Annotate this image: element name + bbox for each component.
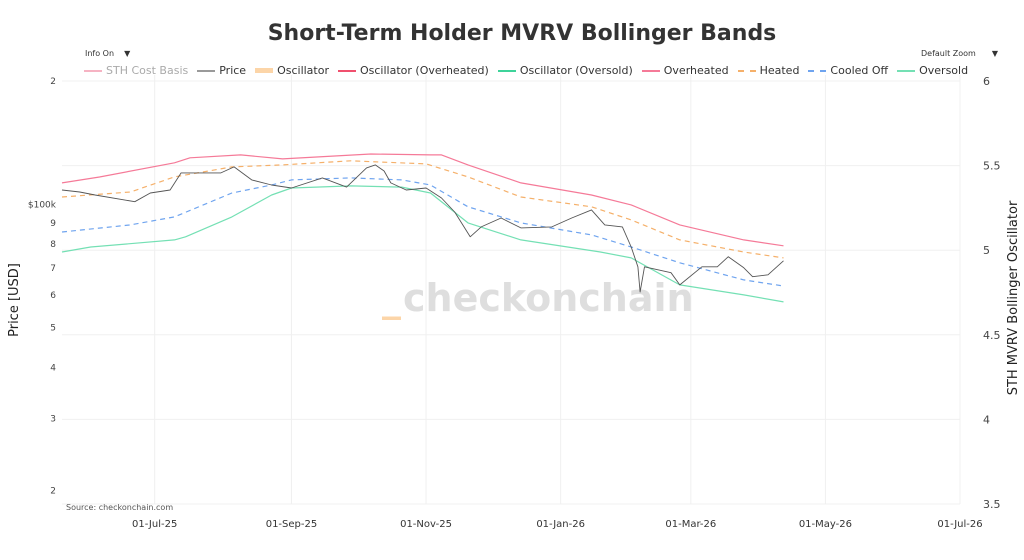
legend-swatch-icon	[338, 69, 356, 72]
legend-item[interactable]: Oscillator (Oversold)	[497, 64, 633, 77]
legend-swatch-icon	[84, 69, 102, 72]
legend-item[interactable]: Cooled Off	[808, 64, 888, 77]
info-toggle-label: Info On	[85, 49, 115, 58]
source-note: Source: checkonchain.com	[66, 503, 173, 512]
x-axis: 01-Jul-25 01-Sep-25 01-Nov-25 01-Jan-26 01-M…	[132, 519, 983, 530]
legend-label: Oversold	[919, 64, 969, 77]
legend-swatch-icon	[737, 69, 756, 72]
y2-tick-label: 5	[983, 244, 990, 257]
y2-axis-title: STH MVRV Bollinger Oscillator	[1006, 200, 1021, 395]
y-tick-label: 5	[50, 324, 56, 334]
y-tick-label: 6	[50, 291, 56, 301]
series-line-heated	[61, 160, 784, 259]
legend-item[interactable]: Price	[197, 64, 246, 77]
watermark-text: checkonchain	[403, 276, 694, 320]
legend-label: Oscillator (Overheated)	[360, 64, 489, 77]
legend-label: Oscillator	[277, 64, 329, 77]
legend-label: Price	[219, 64, 247, 77]
info-toggle[interactable]: Info On ▼	[85, 49, 130, 58]
legend-item[interactable]: Overheated	[641, 64, 729, 77]
legend-label: Oscillator (Oversold)	[519, 64, 633, 77]
y-axis-left: 2 $100k 9 8 7 6 5 4 3 2	[28, 77, 57, 497]
legend-item[interactable]: Oscillator	[255, 64, 329, 77]
y2-tick-label: 4	[983, 413, 990, 426]
legend-swatch-icon	[197, 69, 216, 72]
legend-label: Cooled Off	[830, 64, 889, 77]
chart-title: Short-Term Holder MVRV Bollinger Bands	[268, 21, 777, 46]
series-line-oversold	[61, 185, 784, 303]
x-tick-label: 01-Nov-25	[400, 519, 452, 530]
legend-swatch-icon	[255, 68, 274, 73]
grid	[62, 75, 961, 505]
x-tick-label: 01-Jan-26	[536, 519, 585, 530]
x-tick-label: 01-Sep-25	[266, 519, 318, 530]
legend-swatch-icon	[497, 69, 516, 72]
legend-swatch-icon	[641, 69, 660, 72]
legend: STH Cost Basis Price Oscillator Oscillator …	[84, 64, 968, 77]
chevron-down-icon: ▼	[124, 49, 131, 58]
y-axis-title: Price [USD]	[7, 263, 22, 337]
legend-label: Heated	[759, 64, 800, 77]
series-line-overheated	[61, 153, 784, 247]
x-tick-label: 01-Jul-25	[132, 519, 177, 530]
x-tick-label: 01-Jul-26	[937, 519, 982, 530]
legend-label: STH Cost Basis	[106, 64, 189, 77]
y-tick-label: 9	[50, 219, 56, 229]
y-tick-label: 7	[50, 264, 56, 274]
legend-swatch-icon	[897, 69, 916, 72]
legend-item[interactable]: Heated	[737, 64, 800, 77]
watermark: _ checkonchain	[382, 276, 694, 320]
y2-tick-label: 6	[983, 75, 990, 88]
series-line-price	[61, 164, 784, 293]
y-axis-right: 6 5.5 5 4.5 4 3.5	[983, 75, 1001, 511]
y2-tick-label: 3.5	[983, 498, 1001, 511]
watermark-prefix: _	[382, 276, 401, 320]
x-tick-label: 01-May-26	[799, 519, 852, 530]
x-tick-label: 01-Mar-26	[665, 519, 716, 530]
zoom-select-label: Default Zoom	[921, 49, 976, 58]
legend-label: Overheated	[663, 64, 729, 77]
legend-swatch-icon	[808, 69, 827, 72]
y-tick-label: 4	[50, 363, 56, 373]
y-tick-label: 3	[50, 415, 56, 425]
y-tick-label: 8	[50, 240, 56, 250]
legend-item[interactable]: Oversold	[897, 64, 968, 77]
y-tick-label: 2	[50, 487, 56, 497]
y-tick-label: $100k	[28, 200, 57, 210]
series-layer	[61, 153, 784, 303]
y2-tick-label: 4.5	[983, 329, 1001, 342]
legend-item[interactable]: STH Cost Basis	[84, 64, 188, 77]
series-line-cooled-off	[61, 177, 784, 287]
y-tick-label: 2	[50, 77, 56, 87]
legend-item[interactable]: Oscillator (Overheated)	[338, 64, 489, 77]
zoom-select[interactable]: Default Zoom ▼	[921, 49, 998, 58]
y2-tick-label: 5.5	[983, 160, 1001, 173]
chevron-down-icon: ▼	[991, 49, 998, 58]
